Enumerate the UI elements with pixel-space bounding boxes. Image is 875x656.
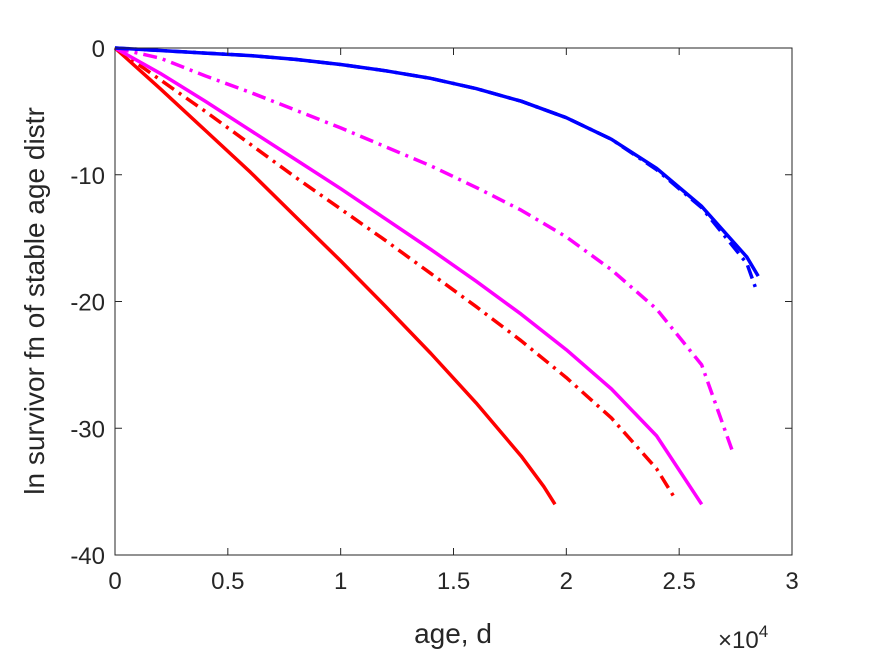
series-line-3 [114, 46, 704, 506]
y-tick-label: -30 [70, 416, 105, 443]
series-line-2 [113, 46, 677, 499]
x-exponent-base: ×10 [718, 627, 759, 654]
y-tick-label: 0 [92, 36, 105, 63]
y-tick-label: -10 [70, 163, 105, 190]
y-tick-label: -40 [70, 543, 105, 570]
x-tick-label: 2.5 [662, 568, 695, 595]
series-layer [113, 46, 760, 506]
series-line-1 [113, 46, 557, 506]
x-tick-label: 2 [560, 568, 573, 595]
x-tick-label: 0 [108, 568, 121, 595]
series-line-4 [114, 46, 735, 455]
x-tick-label: 1.5 [437, 568, 470, 595]
plot-area [115, 48, 792, 555]
x-tick-label: 0.5 [211, 568, 244, 595]
y-axis-label: ln survivor fn of stable age distr [19, 107, 50, 495]
ticks-layer: 0 0.5 1 1.5 2 2.5 3 0 -10 -20 -30 -40 [70, 36, 798, 595]
x-tick-label: 3 [785, 568, 798, 595]
series-line-6 [114, 46, 758, 290]
x-tick-label: 1 [334, 568, 347, 595]
x-axis-label: age, d [414, 618, 492, 649]
x-exponent-power: 4 [759, 622, 768, 641]
y-tick-label: -20 [70, 290, 105, 317]
x-exponent-label: ×104 [718, 622, 768, 654]
